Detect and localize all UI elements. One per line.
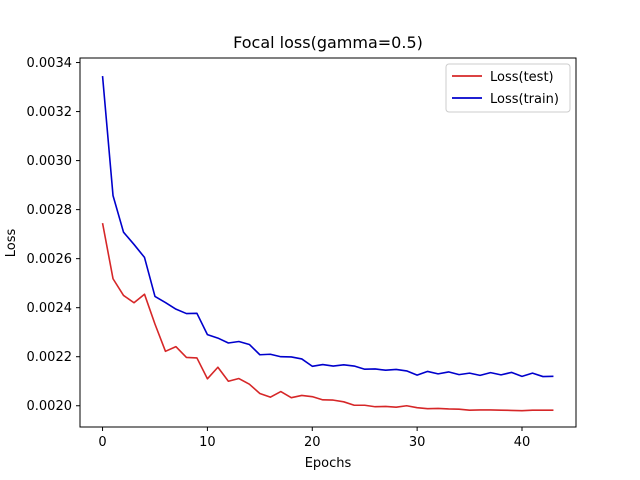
legend: Loss(test) Loss(train) [445, 63, 571, 113]
y-tick-label: 0.0020 [27, 399, 73, 414]
y-axis-label: Loss [4, 229, 19, 258]
y-tick-label: 0.0026 [27, 252, 73, 267]
legend-label-0: Loss(test) [490, 70, 554, 85]
y-tick-label: 0.0030 [27, 154, 73, 169]
y-tick-label: 0.0024 [27, 301, 73, 316]
plot-frame [79, 57, 577, 428]
chart-title: Focal loss(gamma=0.5) [233, 33, 423, 52]
x-axis-label: Epochs [305, 456, 352, 471]
y-tick-label: 0.0022 [27, 350, 73, 365]
series-line-0 [101, 222, 554, 412]
y-tick-label: 0.0034 [27, 56, 73, 71]
x-axis: 0 10 20 30 40 [98, 427, 530, 450]
y-tick-label: 0.0032 [27, 105, 73, 120]
x-tick-label: 20 [304, 435, 321, 450]
x-tick-label: 0 [98, 435, 106, 450]
series-lines [101, 75, 554, 412]
series-line-1 [101, 75, 554, 378]
legend-label-1: Loss(train) [490, 92, 559, 107]
x-tick-label: 30 [409, 435, 426, 450]
x-tick-label: 10 [199, 435, 216, 450]
x-tick-label: 40 [514, 435, 531, 450]
y-tick-label: 0.0028 [27, 203, 73, 218]
y-axis: 0.0020 0.0022 0.0024 0.0026 0.0028 0.0030 0.00… [27, 56, 80, 414]
